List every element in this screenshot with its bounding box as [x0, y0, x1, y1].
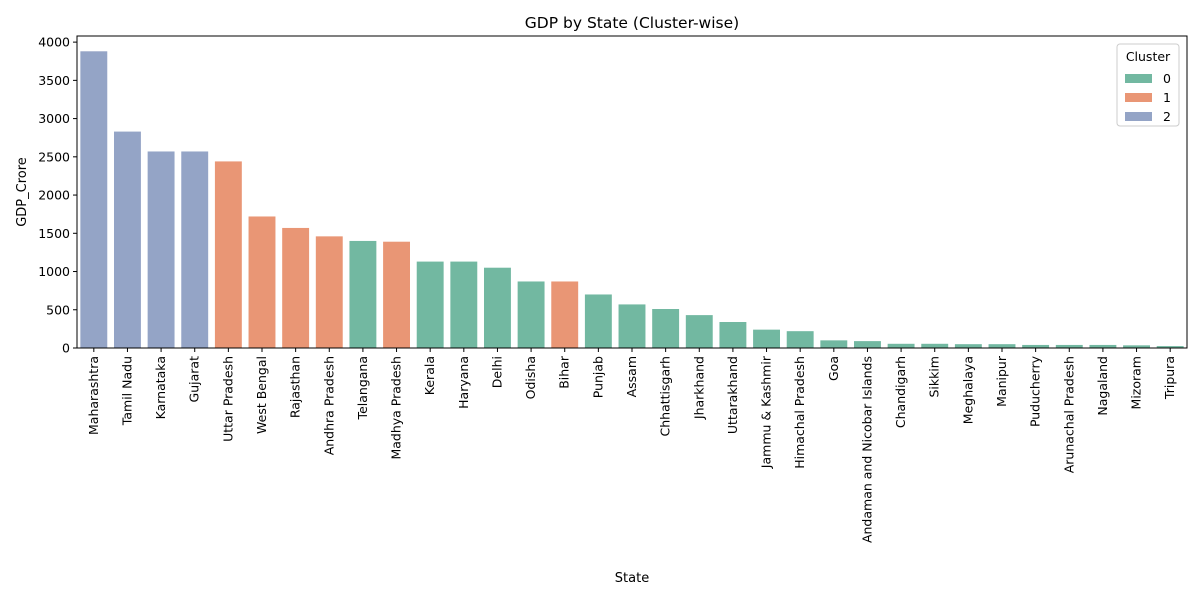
- legend-title: Cluster: [1126, 49, 1171, 64]
- x-axis: Maharashtra Tamil Nadu Karnataka Gujarat Utt…: [86, 348, 1177, 543]
- bar-8: [349, 240, 377, 348]
- x-tick-label: Tripura: [1162, 356, 1177, 400]
- bar-15: [584, 294, 612, 348]
- x-tick-label: Manipur: [994, 355, 1009, 407]
- y-tick-label: 3500: [38, 73, 70, 88]
- x-tick-label: Assam: [624, 356, 639, 397]
- x-tick-label: Odisha: [523, 356, 538, 399]
- bar-3: [181, 151, 209, 348]
- x-tick-label: Kerala: [422, 356, 437, 395]
- y-tick-label: 2000: [38, 188, 70, 203]
- y-tick-label: 4000: [38, 35, 70, 50]
- bar-2: [147, 151, 175, 348]
- bar-14: [551, 281, 579, 348]
- bar-21: [786, 331, 814, 348]
- x-tick-label: Karnataka: [153, 356, 168, 419]
- x-tick-label: Telangana: [355, 356, 370, 420]
- x-tick-label: West Bengal: [254, 356, 269, 434]
- x-tick-label: Nagaland: [1095, 356, 1110, 416]
- bar-7: [315, 236, 343, 348]
- y-tick-label: 500: [46, 302, 70, 317]
- x-tick-label: Jammu & Kashmir: [759, 355, 774, 469]
- bar-17: [652, 309, 680, 348]
- legend: Cluster 0 1 2: [1116, 43, 1180, 127]
- x-tick-label: Sikkim: [927, 356, 942, 398]
- x-tick-label: Delhi: [489, 356, 504, 388]
- bar-18: [685, 315, 713, 348]
- x-tick-label: Arunachal Pradesh: [1061, 356, 1076, 473]
- bar-10: [416, 261, 444, 348]
- y-tick-label: 1500: [38, 226, 70, 241]
- bar-20: [753, 329, 780, 348]
- x-tick-label: Uttarakhand: [725, 356, 740, 434]
- x-tick-label: Madhya Pradesh: [389, 356, 404, 460]
- bar-24: [887, 343, 915, 348]
- x-tick-label: Punjab: [590, 356, 605, 398]
- bars-group: [80, 51, 1184, 348]
- legend-label-0: 0: [1163, 71, 1171, 86]
- x-tick-label: Maharashtra: [86, 356, 101, 435]
- x-tick-label: Jharkhand: [691, 356, 706, 420]
- x-tick-label: Tamil Nadu: [119, 356, 134, 426]
- x-tick-label: Haryana: [456, 356, 471, 409]
- bar-31: [1123, 345, 1150, 348]
- legend-label-1: 1: [1163, 90, 1171, 105]
- bar-9: [383, 241, 410, 348]
- bar-11: [450, 261, 478, 348]
- bar-25: [921, 343, 949, 348]
- y-axis: 0 500 1000 1500 2000 2500 3000 3500 4000: [38, 35, 77, 356]
- bar-1: [114, 131, 141, 348]
- bar-5: [248, 216, 276, 348]
- bar-12: [484, 267, 511, 348]
- bar-23: [854, 341, 881, 348]
- bar-22: [820, 340, 848, 348]
- y-tick-label: 1000: [38, 264, 70, 279]
- legend-swatch-0: [1125, 74, 1152, 83]
- bar-4: [214, 161, 242, 348]
- bar-29: [1055, 344, 1083, 348]
- x-tick-label: Chandigarh: [893, 356, 908, 428]
- legend-swatch-2: [1125, 112, 1152, 121]
- x-tick-label: Uttar Pradesh: [220, 356, 235, 442]
- x-tick-label: Gujarat: [187, 356, 202, 403]
- chart-title: GDP by State (Cluster-wise): [525, 14, 739, 32]
- x-tick-label: Andaman and Nicobar Islands: [859, 356, 874, 543]
- legend-box: [1116, 43, 1180, 127]
- bar-6: [282, 227, 310, 348]
- x-tick-label: Puducherry: [1028, 355, 1043, 427]
- bar-0: [80, 51, 108, 348]
- x-tick-label: Himachal Pradesh: [792, 356, 807, 469]
- x-tick-label: Meghalaya: [960, 356, 975, 424]
- legend-swatch-1: [1125, 93, 1152, 102]
- bar-13: [517, 281, 545, 348]
- bar-28: [1022, 344, 1050, 348]
- plot-frame: [76, 35, 1188, 349]
- x-tick-label: Bihar: [557, 355, 572, 389]
- bar-26: [954, 344, 982, 348]
- x-axis-label: State: [615, 571, 649, 586]
- y-tick-label: 0: [62, 341, 70, 356]
- x-tick-label: Goa: [826, 356, 841, 381]
- bar-30: [1089, 344, 1117, 348]
- legend-label-2: 2: [1163, 109, 1171, 124]
- bar-27: [988, 344, 1016, 348]
- bar-19: [719, 322, 747, 348]
- x-tick-label: Rajasthan: [288, 356, 303, 418]
- y-tick-label: 3000: [38, 111, 70, 126]
- x-tick-label: Mizoram: [1129, 356, 1144, 409]
- x-tick-label: Chhattisgarh: [658, 356, 673, 436]
- x-tick-label: Andhra Pradesh: [321, 356, 336, 455]
- bar-32: [1156, 346, 1184, 348]
- bar-16: [618, 304, 646, 348]
- y-tick-label: 2500: [38, 149, 70, 164]
- y-axis-label: GDP_Crore: [15, 157, 30, 227]
